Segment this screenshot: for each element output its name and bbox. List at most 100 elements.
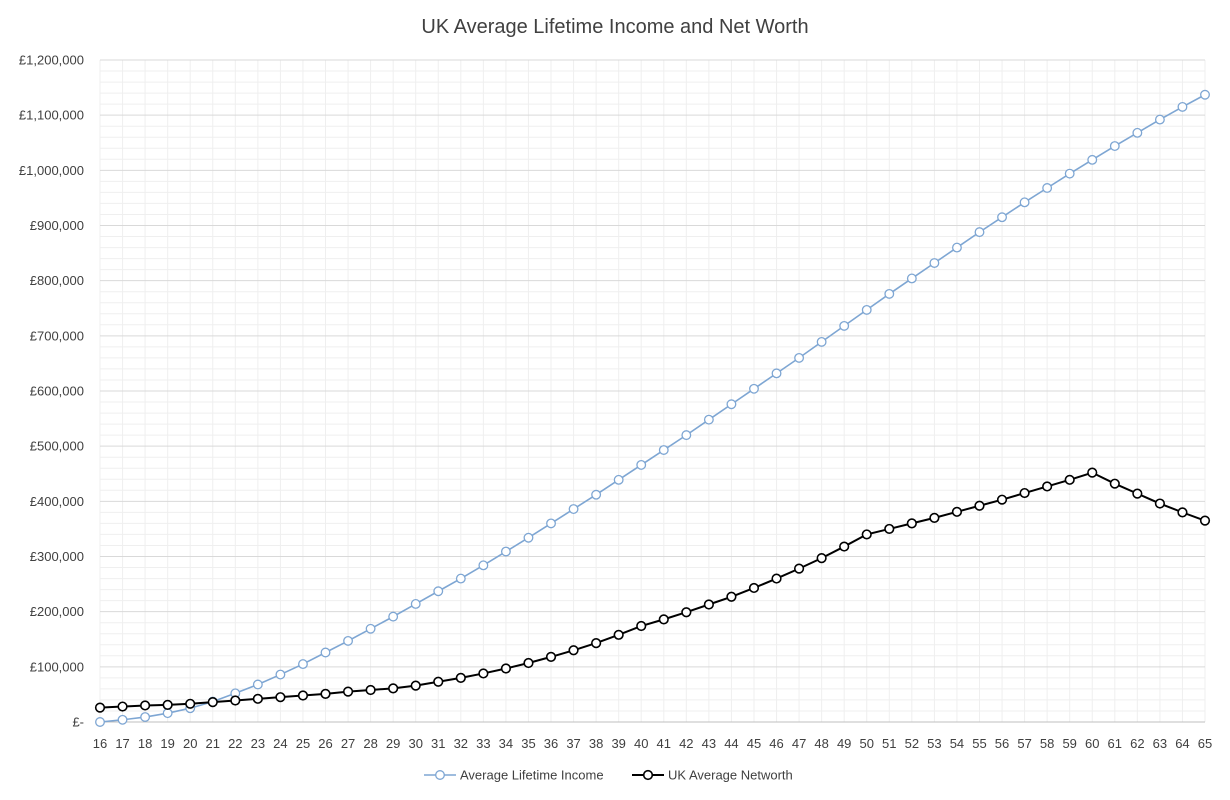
data-point xyxy=(1019,197,1030,208)
data-point xyxy=(1064,474,1075,485)
data-point xyxy=(861,304,872,315)
data-point xyxy=(771,368,782,379)
data-point xyxy=(140,712,151,722)
data-point xyxy=(951,242,962,253)
data-point xyxy=(726,591,737,602)
data-point xyxy=(1087,154,1098,165)
data-point xyxy=(1177,101,1188,112)
data-point xyxy=(433,586,444,597)
x-tick-label: 21 xyxy=(206,736,220,751)
data-point xyxy=(861,529,872,540)
y-tick-label: £700,000 xyxy=(30,328,84,343)
x-tick-label: 34 xyxy=(499,736,513,751)
x-tick-label: 62 xyxy=(1130,736,1144,751)
x-tick-label: 64 xyxy=(1175,736,1189,751)
data-point xyxy=(410,680,421,691)
y-tick-label: £400,000 xyxy=(30,494,84,509)
data-point xyxy=(1109,141,1120,152)
data-point xyxy=(974,500,985,511)
series-line xyxy=(99,94,1206,723)
x-tick-label: 41 xyxy=(657,736,671,751)
y-tick-label: £500,000 xyxy=(30,439,84,454)
data-point xyxy=(478,560,489,571)
data-point xyxy=(1064,168,1075,179)
x-tick-label: 29 xyxy=(386,736,400,751)
data-point xyxy=(568,645,579,656)
x-tick-label: 50 xyxy=(860,736,874,751)
x-tick-label: 47 xyxy=(792,736,806,751)
data-point xyxy=(1200,89,1210,100)
x-tick-label: 32 xyxy=(454,736,468,751)
data-point xyxy=(636,459,647,470)
data-point xyxy=(365,684,376,696)
x-tick-label: 33 xyxy=(476,736,490,751)
x-tick-label: 16 xyxy=(93,736,107,751)
data-point xyxy=(793,563,805,574)
data-point xyxy=(342,686,354,697)
data-point xyxy=(1087,467,1098,478)
data-point xyxy=(1154,498,1165,509)
data-point xyxy=(703,414,714,425)
data-point xyxy=(252,693,263,704)
data-point xyxy=(996,494,1008,505)
legend-label: Average Lifetime Income xyxy=(460,768,604,783)
data-point xyxy=(388,611,399,622)
x-axis: 16 17 18 19 20 21 22 23 24 25 26 27 28 29 30 31 32 33 34 35… xyxy=(93,721,1212,751)
series-layer xyxy=(94,89,1211,727)
data-point xyxy=(162,699,173,710)
data-point xyxy=(298,659,308,670)
y-tick-label: £800,000 xyxy=(30,273,84,288)
x-tick-label: 43 xyxy=(702,736,716,751)
data-point xyxy=(117,714,128,725)
data-point xyxy=(726,399,737,410)
x-tick-label: 63 xyxy=(1153,736,1167,751)
data-point xyxy=(613,629,624,640)
data-point xyxy=(388,683,399,694)
y-tick-label: £100,000 xyxy=(30,659,84,674)
data-point xyxy=(478,668,489,679)
x-tick-label: 49 xyxy=(837,736,851,751)
data-point xyxy=(951,506,963,517)
y-tick-label: £1,100,000 xyxy=(19,108,84,123)
x-tick-label: 51 xyxy=(882,736,896,751)
data-point xyxy=(884,523,895,535)
data-point xyxy=(275,669,286,680)
data-point xyxy=(658,445,669,455)
data-point xyxy=(500,546,511,557)
data-point xyxy=(591,638,602,649)
data-point xyxy=(297,690,309,701)
data-point xyxy=(140,700,151,711)
x-tick-label: 37 xyxy=(566,736,580,751)
x-tick-label: 57 xyxy=(1017,736,1031,751)
data-point xyxy=(523,657,534,669)
data-point xyxy=(455,573,466,584)
y-tick-label: £200,000 xyxy=(30,604,84,619)
data-point xyxy=(1154,114,1165,125)
series-2 xyxy=(94,467,1211,713)
x-tick-label: 61 xyxy=(1108,736,1122,751)
series-1 xyxy=(95,89,1210,727)
data-point xyxy=(1132,488,1143,499)
legend: Average Lifetime Income UK Average Networ… xyxy=(424,768,793,783)
data-point xyxy=(365,623,376,634)
x-tick-label: 55 xyxy=(972,736,986,751)
legend-item: UK Average Networth xyxy=(632,768,793,783)
data-point xyxy=(162,708,173,719)
y-tick-label: £300,000 xyxy=(30,549,84,564)
x-tick-label: 26 xyxy=(318,736,332,751)
data-point xyxy=(117,701,128,712)
x-tick-label: 60 xyxy=(1085,736,1099,751)
data-point xyxy=(681,430,692,441)
x-tick-label: 59 xyxy=(1062,736,1076,751)
data-point xyxy=(1019,487,1030,499)
data-point xyxy=(252,679,263,690)
x-tick-label: 65 xyxy=(1198,736,1212,751)
data-point xyxy=(455,672,466,683)
x-tick-label: 19 xyxy=(160,736,174,751)
data-point xyxy=(906,518,917,529)
x-tick-label: 44 xyxy=(724,736,738,751)
data-point xyxy=(545,651,557,663)
x-tick-label: 38 xyxy=(589,736,603,751)
data-point xyxy=(658,614,669,625)
